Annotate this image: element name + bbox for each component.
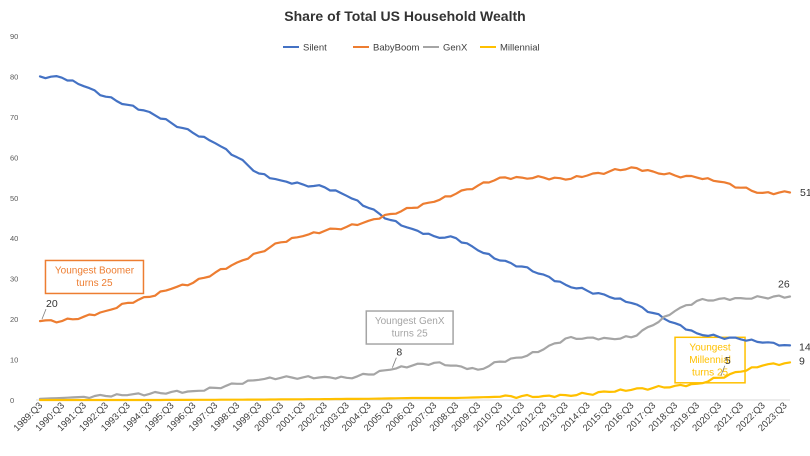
chart-title: Share of Total US Household Wealth (284, 8, 525, 24)
legend-item-silent: Silent (283, 43, 327, 54)
y-axis: 0 10 20 30 40 50 60 70 80 90 (10, 32, 18, 405)
end-label-genx: 26 (778, 278, 790, 290)
y-tick-label: 90 (10, 32, 18, 41)
legend-item-babyboom: BabyBoom (353, 43, 420, 54)
end-label-millennial: 9 (799, 355, 805, 367)
annotation-text: turns 25 (692, 367, 729, 378)
leader-line (41, 308, 47, 320)
y-tick-label: 30 (10, 275, 18, 284)
annotation-text: turns 25 (76, 278, 113, 289)
y-tick-label: 70 (10, 113, 18, 122)
y-tick-label: 0 (10, 396, 14, 405)
legend-label: Millennial (500, 43, 540, 54)
data-labels: 14 51 26 9 20 8 5 (41, 187, 810, 376)
y-tick-label: 80 (10, 72, 18, 81)
annotation-text: Youngest (689, 342, 731, 353)
annotation-box-1: Youngest Boomer turns 25 (44, 259, 145, 295)
annotation-text: Millennial (689, 355, 731, 366)
point-label: 8 (396, 347, 402, 359)
annotation-text: turns 25 (392, 329, 429, 340)
annotation-frame (674, 336, 746, 384)
y-tick-label: 10 (10, 356, 18, 365)
legend-label: Silent (303, 43, 327, 54)
y-tick-label: 50 (10, 194, 18, 203)
annotation-frame (44, 259, 145, 295)
end-label-silent: 14 (799, 341, 810, 353)
annotation-box-2: Youngest GenX turns 25 (365, 310, 454, 345)
annotations: Youngest Boomer turns 25 Youngest GenX turn… (44, 259, 746, 384)
annotation-frame (365, 310, 454, 345)
point-label: 20 (46, 298, 58, 310)
annotation-text: Youngest Boomer (55, 265, 135, 276)
x-axis: 1989:Q31990:Q31991:Q31992:Q31993:Q31994:… (12, 399, 790, 434)
legend: Silent BabyBoom GenX Millennial (283, 43, 540, 54)
annotation-text: Youngest GenX (375, 316, 445, 327)
leader-line (391, 357, 397, 368)
end-label-babyboom: 51 (800, 187, 810, 199)
leader-line (720, 365, 726, 376)
series-line-babyboom (38, 166, 792, 324)
legend-item-genx: GenX (423, 43, 468, 54)
legend-label: GenX (443, 43, 468, 54)
point-label: 5 (725, 355, 731, 367)
legend-label: BabyBoom (373, 43, 420, 54)
y-tick-label: 40 (10, 234, 18, 243)
series-line-millennial (38, 361, 792, 402)
series-layer (38, 75, 792, 402)
y-tick-label: 20 (10, 315, 18, 324)
y-tick-label: 60 (10, 153, 18, 162)
series-line-silent (38, 75, 792, 347)
series-line-genx (38, 294, 792, 400)
legend-item-millennial: Millennial (480, 43, 540, 54)
